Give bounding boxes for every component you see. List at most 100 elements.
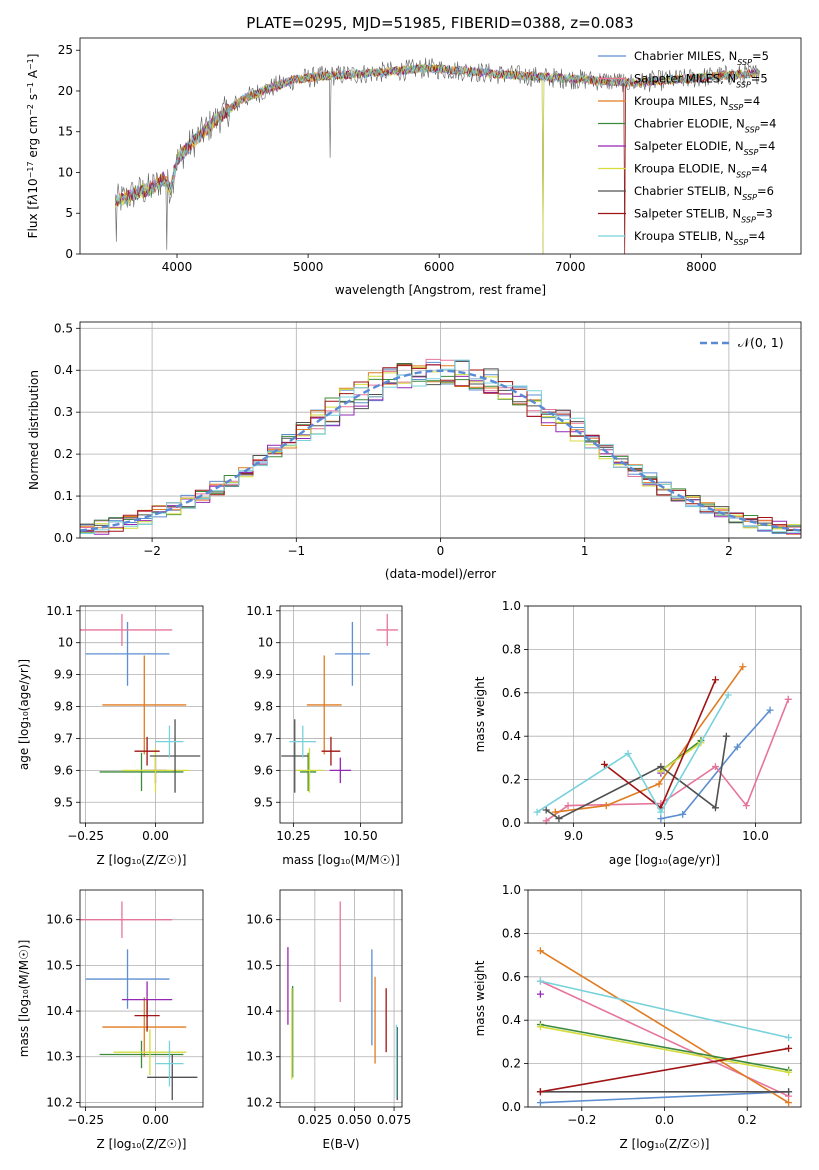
weight-line <box>555 666 744 813</box>
x-tick-label: −0.25 <box>67 829 104 843</box>
data-marker <box>711 676 719 684</box>
y-tick-label: 20 <box>58 84 73 98</box>
y-axis-label: mass weight <box>473 676 487 752</box>
data-marker <box>536 990 544 998</box>
plot-layer: 4000 5000 6000 7000 80000510152025wavelength… <box>17 37 802 1151</box>
data-marker <box>536 1088 544 1096</box>
y-axis-label: age [log₁₀(age/yr)] <box>17 659 31 770</box>
weight-line <box>540 1025 789 1074</box>
data-marker <box>551 808 559 816</box>
y-tick-label: 10.5 <box>246 958 273 972</box>
data-marker <box>679 810 687 818</box>
data-marker <box>724 691 732 699</box>
data-marker <box>766 706 774 714</box>
mass-z-axes: −0.25 0.00 10.2 10.3 10.4 10.5 10.6 <box>46 889 204 1127</box>
data-marker <box>711 763 719 771</box>
legend-entry: Chabrier MILES, NSSP=5 <box>634 49 769 67</box>
y-tick-label: 0.2 <box>502 773 521 787</box>
data-marker <box>536 1099 544 1107</box>
y-tick-label: 10.4 <box>246 1004 273 1018</box>
data-marker <box>722 732 730 740</box>
y-tick-label: 0.5 <box>54 321 73 335</box>
x-tick-label: −0.25 <box>67 1113 104 1127</box>
data-marker <box>533 808 541 816</box>
spectrum-lines <box>115 57 760 254</box>
x-axis-label: (data-model)/error <box>385 567 496 581</box>
y-tick-label: 9.8 <box>254 700 273 714</box>
histogram-steps <box>80 358 801 537</box>
data-marker <box>785 1088 793 1096</box>
x-tick-label: 9.5 <box>655 829 674 843</box>
histogram-series-step <box>80 359 801 534</box>
x-tick-label: 0.025 <box>298 1113 332 1127</box>
y-tick-label: 1.0 <box>502 883 521 897</box>
y-tick-label: 0.3 <box>54 405 73 419</box>
legend-entry: 𝒩(0, 1) <box>738 335 784 350</box>
x-tick-label: 0.0 <box>655 1113 674 1127</box>
y-tick-label: 0.2 <box>54 447 73 461</box>
x-axis-label: age [log₁₀(age/yr)] <box>609 853 720 867</box>
spectrum-axes: 4000 5000 6000 7000 8000 0 5 10 15 20 25 <box>58 37 802 274</box>
age-mass-axes: 10.25 10.50 9.5 9.6 9.7 9.8 9.9 10 10.1 <box>246 604 403 843</box>
x-tick-label: 10.50 <box>343 829 377 843</box>
x-tick-label: 0.075 <box>377 1113 411 1127</box>
x-tick-label: 0.00 <box>142 829 169 843</box>
data-marker <box>555 815 563 823</box>
y-tick-label: 0.4 <box>502 1013 521 1027</box>
x-tick-label: 1 <box>581 544 589 558</box>
x-axis-label: Z [log₁₀(Z/Z☉)] <box>620 1137 710 1151</box>
y-tick-label: 0.2 <box>502 1057 521 1071</box>
spectrum-series-line <box>115 63 760 207</box>
histogram-axes: −2 −1 0 1 2 0.0 0.1 0.2 0.3 0.4 0.5 <box>54 321 802 558</box>
data-marker <box>733 743 741 751</box>
y-tick-label: 0.8 <box>502 642 521 656</box>
y-tick-label: 5 <box>65 206 73 220</box>
y-tick-label: 10 <box>58 636 73 650</box>
x-tick-label: −1 <box>287 544 305 558</box>
x-tick-label: 4000 <box>162 260 193 274</box>
weight-age-axes: 9.0 9.5 10.0 0.0 0.2 0.4 0.6 0.8 1.0 <box>502 599 802 843</box>
y-tick-label: 9.7 <box>254 731 273 745</box>
y-tick-label: 9.5 <box>54 795 73 809</box>
legend-entry: Chabrier ELODIE, NSSP=4 <box>634 117 776 135</box>
x-axis-label: E(B-V) <box>322 1137 359 1151</box>
normal-curve <box>80 369 801 532</box>
age-z-axes: −0.25 0.00 9.5 9.6 9.7 9.8 9.9 10 10.1 <box>46 604 204 843</box>
y-axis-label: Flux [fλ10−17 erg cm−2 s−1 A−1] <box>26 54 41 239</box>
spectrum-series-line <box>115 57 760 254</box>
y-tick-label: 10.5 <box>46 958 73 972</box>
axes-frame <box>527 889 802 1108</box>
weight-line <box>540 1047 789 1093</box>
y-tick-label: 0.0 <box>54 531 73 545</box>
data-marker <box>657 763 665 771</box>
mass-ebv-axes: 0.025 0.050 0.075 10.2 10.3 10.4 10.5 10.6 <box>246 889 411 1127</box>
errorbar-points <box>281 613 398 793</box>
legend-entry: Kroupa MILES, NSSP=4 <box>634 94 760 112</box>
y-tick-label: 0.4 <box>502 729 521 743</box>
x-tick-label: 8000 <box>686 260 717 274</box>
y-tick-label: 10 <box>258 636 273 650</box>
data-marker <box>657 815 665 823</box>
data-marker <box>624 750 632 758</box>
y-tick-label: 10.6 <box>46 913 73 927</box>
y-axis-label: Normed distribution <box>27 370 41 490</box>
data-marker <box>739 663 747 671</box>
y-tick-label: 9.6 <box>54 763 73 777</box>
y-tick-label: 10.3 <box>246 1050 273 1064</box>
weight-line <box>540 980 789 1039</box>
x-axis-label: wavelength [Angstrom, rest frame] <box>335 283 546 297</box>
weight-line <box>539 950 790 1104</box>
x-axis-label: mass [log₁₀(M/M☉)] <box>282 853 400 867</box>
y-tick-label: 10.2 <box>46 1095 73 1109</box>
data-marker <box>711 804 719 812</box>
figure-title: PLATE=0295, MJD=51985, FIBERID=0388, z=0… <box>246 14 633 32</box>
axes-frame <box>79 321 802 539</box>
weight-line <box>660 742 702 772</box>
weight-line <box>660 709 771 820</box>
x-tick-label: 10.0 <box>742 829 769 843</box>
x-axis-label: Z [log₁₀(Z/Z☉)] <box>97 1137 187 1151</box>
errorbar-points <box>287 901 398 1101</box>
weight-series <box>533 663 792 825</box>
x-tick-label: 0.050 <box>337 1113 371 1127</box>
